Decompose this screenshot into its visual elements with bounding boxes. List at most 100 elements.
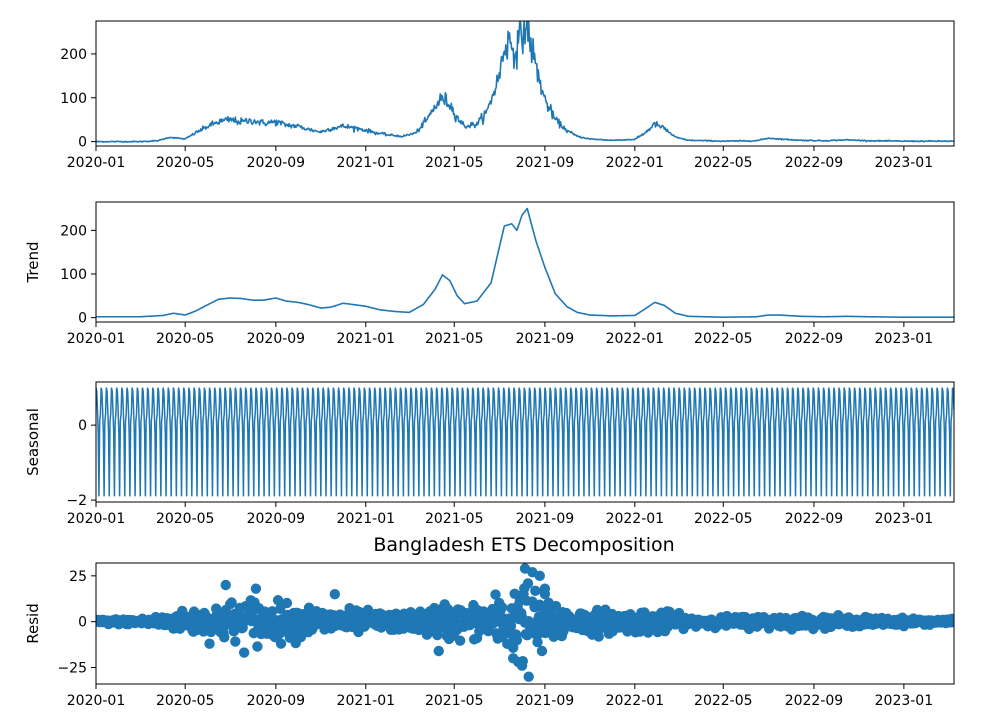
- y-tick-label: 25: [69, 569, 87, 585]
- x-tick-label: 2020-01: [67, 331, 126, 347]
- resid-point: [534, 570, 545, 582]
- panel-observed: 0 100 200 2020-01 2020-05 2020-09 2021-01 2021-…: [60, 20, 955, 171]
- x-tick-label: 2023-01: [875, 155, 934, 171]
- x-tick-label: 2023-01: [875, 511, 934, 527]
- y-tick-label: 0: [78, 135, 87, 151]
- x-tick-label: 2020-01: [67, 155, 126, 171]
- resid-point: [539, 583, 551, 594]
- resid-point: [329, 588, 341, 600]
- resid-point: [432, 629, 443, 641]
- x-tick-label: 2020-05: [156, 511, 215, 527]
- x-tick-label: 2020-05: [156, 155, 215, 171]
- x-tick-label: 2021-01: [337, 693, 396, 709]
- resid-point: [226, 597, 237, 608]
- panel-trend: 0 100 200 2020-01 2020-05 2020-09 2021-01 2021-…: [24, 201, 955, 347]
- observed-axes-frame: [95, 20, 955, 147]
- observed-series: [96, 21, 954, 144]
- resid-point: [204, 638, 215, 649]
- resid-point: [508, 653, 519, 664]
- x-tick-label: 2022-01: [606, 511, 665, 527]
- x-tick-label: 2021-05: [425, 155, 484, 171]
- observed-line: [96, 21, 954, 144]
- resid-point: [220, 579, 231, 591]
- x-tick-label: 2021-05: [425, 511, 484, 527]
- resid-point: [505, 620, 517, 632]
- y-tick-label: −2: [66, 493, 87, 509]
- resid-point: [490, 589, 501, 600]
- resid-point: [536, 645, 548, 657]
- figure-title: Bangladesh ETS Decomposition: [373, 534, 674, 556]
- x-tick-label: 2020-09: [247, 155, 306, 171]
- y-tick-label: 100: [60, 91, 87, 107]
- trend-ylabel: Trend: [24, 241, 42, 283]
- seasonal-line: [96, 387, 954, 497]
- x-tick-label: 2021-09: [516, 511, 575, 527]
- y-tick-label: 0: [78, 311, 87, 327]
- y-tick-label: −25: [57, 661, 87, 677]
- resid-point: [275, 638, 287, 649]
- x-tick-label: 2022-05: [694, 155, 753, 171]
- x-tick-label: 2020-01: [67, 511, 126, 527]
- x-tick-label: 2020-01: [67, 693, 126, 709]
- resid-point: [522, 578, 534, 589]
- y-tick-label: 200: [60, 47, 87, 63]
- resid-point: [532, 636, 543, 648]
- panel-seasonal: −2 0 2020-01 2020-05 2020-09 2021-01 2021-05 20…: [24, 381, 955, 527]
- x-tick-label: 2020-05: [156, 331, 215, 347]
- resid-ylabel: Resid: [24, 603, 42, 643]
- trend-axes-frame: [95, 201, 955, 323]
- x-tick-label: 2021-01: [337, 155, 396, 171]
- resid-point: [550, 600, 562, 612]
- x-tick-label: 2021-01: [337, 331, 396, 347]
- x-tick-label: 2020-09: [247, 331, 306, 347]
- seasonal-series: [96, 387, 954, 497]
- y-tick-label: 100: [60, 267, 87, 283]
- x-tick-label: 2021-09: [516, 155, 575, 171]
- x-tick-label: 2022-09: [785, 511, 844, 527]
- trend-line: [96, 207, 954, 318]
- x-tick-label: 2022-05: [694, 331, 753, 347]
- x-tick-label: 2023-01: [875, 693, 934, 709]
- resid-point: [516, 660, 528, 671]
- resid-point: [454, 635, 466, 646]
- x-tick-label: 2022-01: [606, 155, 665, 171]
- x-tick-label: 2020-09: [247, 511, 306, 527]
- resid-point: [252, 641, 263, 652]
- resid-point: [219, 632, 230, 643]
- resid-point: [511, 635, 523, 646]
- resid-point: [177, 605, 188, 617]
- x-tick-label: 2022-09: [785, 155, 844, 171]
- x-tick-label: 2022-01: [606, 331, 665, 347]
- resid-point: [523, 671, 534, 682]
- x-tick-label: 2020-05: [156, 693, 215, 709]
- resid-point: [250, 583, 262, 594]
- resid-point: [509, 588, 520, 599]
- x-tick-label: 2021-09: [516, 331, 575, 347]
- x-tick-label: 2022-01: [606, 693, 665, 709]
- y-tick-label: 0: [78, 418, 87, 434]
- resid-point: [238, 647, 250, 658]
- trend-series: [96, 207, 954, 318]
- resid-point: [530, 585, 541, 597]
- x-tick-label: 2021-05: [425, 693, 484, 709]
- x-tick-label: 2022-05: [694, 511, 753, 527]
- resid-point: [948, 616, 954, 628]
- seasonal-ylabel: Seasonal: [24, 408, 42, 476]
- resid-point: [433, 645, 444, 657]
- x-tick-label: 2022-09: [785, 331, 844, 347]
- y-tick-label: 0: [78, 615, 87, 631]
- x-tick-label: 2023-01: [875, 331, 934, 347]
- x-tick-label: 2021-09: [516, 693, 575, 709]
- seasonal-axes-frame: [95, 381, 955, 503]
- y-tick-label: 200: [60, 223, 87, 239]
- x-tick-label: 2022-05: [694, 693, 753, 709]
- resid-point: [281, 597, 293, 609]
- resid-point: [228, 626, 240, 637]
- resid-axes-frame: [95, 562, 955, 685]
- x-tick-label: 2021-05: [425, 331, 484, 347]
- x-tick-label: 2022-09: [785, 693, 844, 709]
- resid-series: [96, 563, 954, 682]
- panel-resid: −25 0 25 2020-01 2020-05 2020-09 2021-01 2021-0…: [24, 562, 955, 709]
- x-tick-label: 2020-09: [247, 693, 306, 709]
